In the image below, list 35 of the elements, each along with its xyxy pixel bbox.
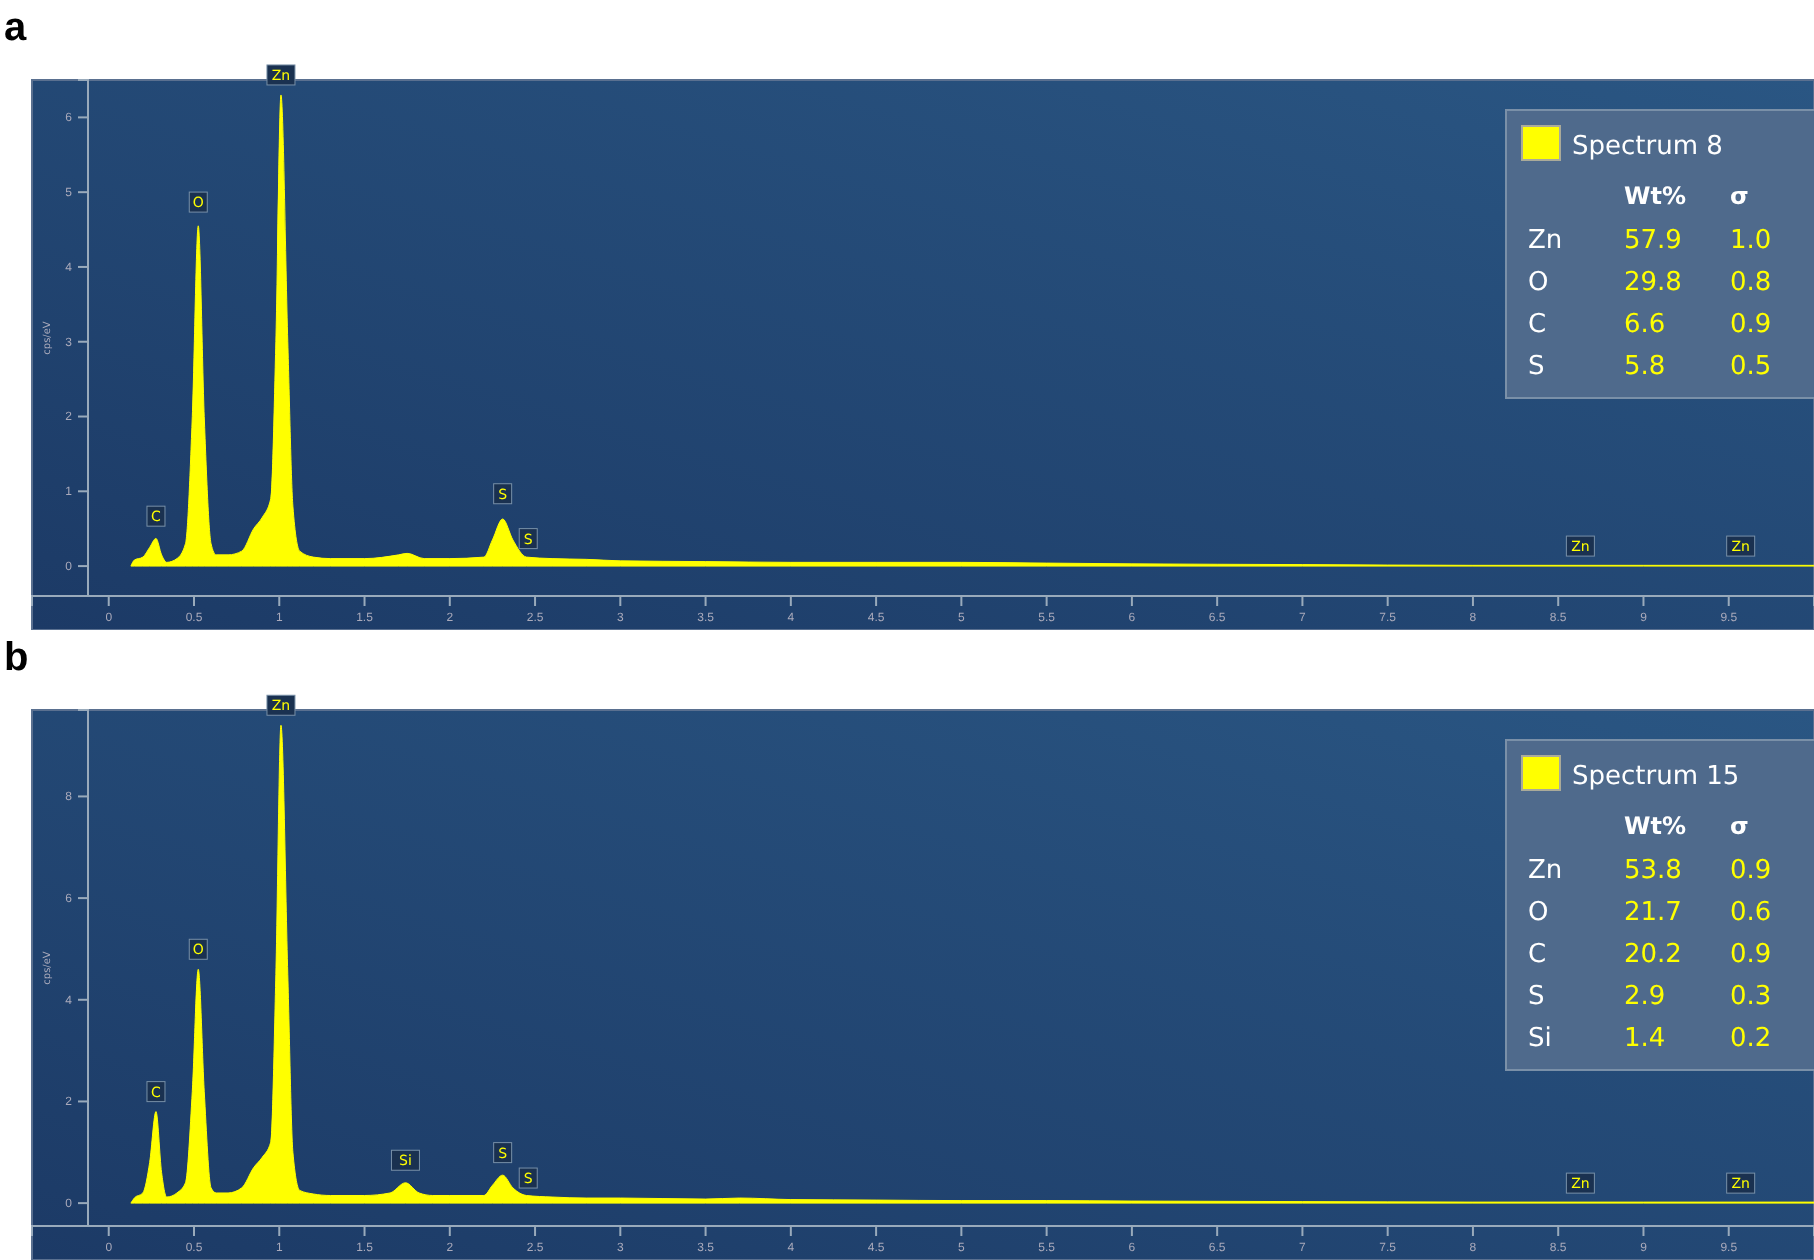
annotation: 0.9	[1730, 856, 1772, 886]
annotation: 1.0	[1730, 226, 1772, 256]
annotation: S	[1528, 352, 1545, 382]
annotation: C	[1528, 940, 1547, 970]
annotation: 20.2	[1624, 940, 1682, 970]
annotation: S	[1528, 982, 1545, 1012]
annotation: 0.3	[1730, 982, 1772, 1012]
annotation: 21.7	[1624, 898, 1682, 928]
annotation: Si	[1528, 1024, 1552, 1054]
annotation: 0.8	[1730, 268, 1772, 298]
annotation: 0.9	[1730, 310, 1772, 340]
annotation: 0.6	[1730, 898, 1772, 928]
annotation: Zn	[1528, 856, 1563, 886]
annotation: C	[1528, 310, 1547, 340]
chart-title: b	[4, 636, 29, 680]
annotation: 0.9	[1730, 940, 1772, 970]
legend-label: Spectrum 15	[1572, 762, 1740, 792]
annotation: O	[1528, 268, 1549, 298]
annotation: Wt%	[1624, 812, 1686, 840]
annotation: 0.2	[1730, 1024, 1772, 1054]
legend-label: Spectrum 8	[1572, 132, 1723, 162]
chart-title: a	[4, 6, 28, 50]
annotation: 53.8	[1624, 856, 1682, 886]
annotation: 2.9	[1624, 982, 1666, 1012]
annotation: 5.8	[1624, 352, 1666, 382]
annotation: O	[1528, 898, 1549, 928]
annotation: 0.5	[1730, 352, 1772, 382]
annotation: 1.4	[1624, 1024, 1666, 1054]
annotation: 6.6	[1624, 310, 1666, 340]
annotation: σ	[1730, 812, 1749, 840]
annotation: 29.8	[1624, 268, 1682, 298]
annotation: σ	[1730, 182, 1749, 210]
annotation: 57.9	[1624, 226, 1682, 256]
annotation: Wt%	[1624, 182, 1686, 210]
annotation: Zn	[1528, 226, 1563, 256]
